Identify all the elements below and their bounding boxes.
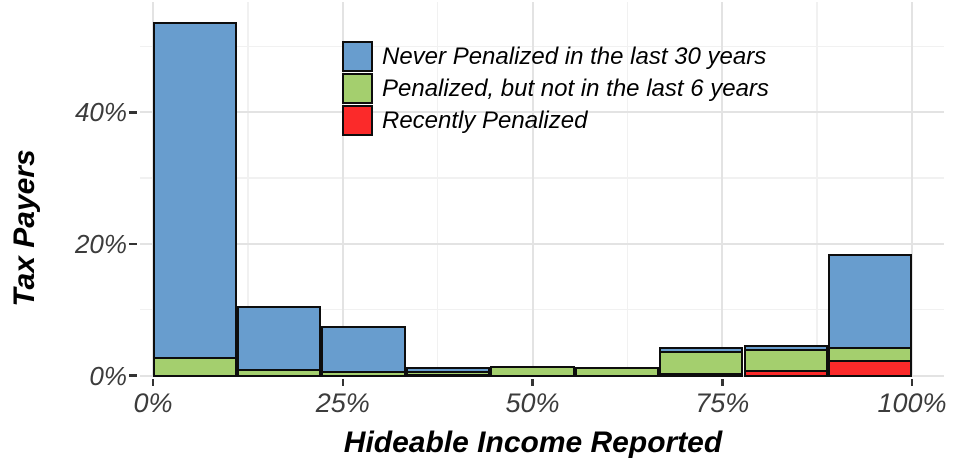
x-tick-mark (341, 378, 344, 386)
legend-key-swatch (342, 41, 373, 72)
y-tick-label: 40% (74, 97, 127, 128)
legend-item-label: Recently Penalized (382, 107, 588, 134)
bar-segment (237, 305, 322, 371)
x-gridline-major (721, 2, 724, 377)
bar-segment (405, 366, 490, 373)
x-gridline-major (911, 2, 913, 377)
bar-segment (659, 346, 744, 353)
x-tick-mark (721, 378, 724, 386)
x-tick-label: 0% (133, 388, 173, 418)
bar-segment (321, 326, 406, 373)
x-tick-mark (910, 378, 914, 386)
bar-segment (575, 366, 660, 378)
y-gridline-minor (140, 308, 944, 311)
y-axis-title: Tax Payers (8, 149, 41, 307)
y-tick-label: 20% (74, 228, 127, 259)
bar-segment (827, 253, 912, 349)
x-gridline-minor (436, 2, 439, 377)
x-axis-title: Hideable Income Reported (343, 426, 723, 459)
x-gridline-major (531, 2, 534, 377)
y-gridline-major (140, 242, 944, 245)
legend: Never Penalized in the last 30 years Pena… (342, 41, 769, 137)
legend-item: Penalized, but not in the last 6 years (342, 73, 769, 104)
legend-key-swatch (342, 73, 373, 104)
y-gridline-major (140, 111, 944, 114)
x-gridline-minor (816, 2, 818, 377)
x-tick-mark (151, 378, 155, 386)
legend-item: Recently Penalized (342, 105, 769, 136)
x-tick-label: 75% (695, 388, 750, 418)
legend-item: Never Penalized in the last 30 years (342, 41, 769, 72)
x-tick-label: 50% (505, 388, 560, 418)
y-tick-mark (129, 242, 137, 246)
x-gridline-minor (626, 2, 629, 377)
y-gridline-minor (140, 45, 944, 48)
legend-item-label: Penalized, but not in the last 6 years (382, 75, 769, 102)
y-tick-mark (129, 374, 137, 377)
x-tick-label: 25% (315, 388, 370, 418)
bar-segment (743, 344, 828, 351)
x-gridline-major (341, 2, 344, 377)
y-gridline-minor (140, 177, 944, 179)
bar-segment (489, 366, 575, 378)
y-tick-label: 0% (89, 360, 127, 391)
legend-key-swatch (342, 105, 373, 136)
y-tick-mark (129, 111, 137, 114)
x-gridline-minor (247, 2, 249, 377)
x-tick-label: 100% (877, 388, 947, 418)
legend-item-label: Never Penalized in the last 30 years (382, 43, 767, 70)
bar-segment (153, 22, 238, 360)
x-tick-mark (531, 378, 534, 386)
